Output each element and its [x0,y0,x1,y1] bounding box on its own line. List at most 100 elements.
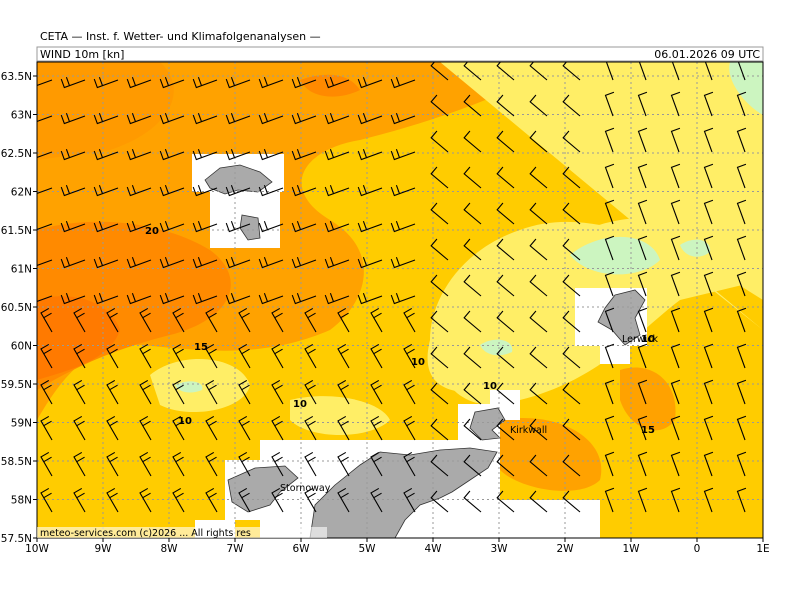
contour-label: 10 [483,381,497,392]
wind-barb [238,379,251,405]
subheader-box [36,46,764,62]
wind-barb [529,238,548,261]
wind-barb [670,307,681,333]
wind-barb [159,112,185,125]
lat-label: 59.5N [1,379,32,391]
wind-barb [225,76,251,89]
wind-barb [496,94,515,117]
wind-barb [337,415,350,441]
lat-label: 58N [11,495,32,507]
wind-barb [736,343,747,369]
wind-barb [562,454,581,477]
wind-barb [430,238,449,261]
lat-label: 63.5N [1,71,32,83]
wind-barb [370,343,383,369]
wind-barb [390,292,416,305]
wind-barb [736,487,747,513]
wind-barb [637,451,648,477]
wind-barb [604,451,615,477]
wind-barb [126,292,152,305]
wind-barb [159,184,185,197]
header-title: CETA — Inst. f. Wetter- und Klimafolgena… [40,30,321,43]
lon-label: 1W [622,543,640,555]
wind-barb [463,274,482,297]
wind-barb [258,76,284,89]
lat-label: 59N [11,418,32,430]
wind-barb [60,76,86,89]
wind-barb [139,451,152,477]
wind-barb [430,130,449,153]
place-label: Kirkwall [510,425,547,436]
wind-barb [159,148,185,161]
wind-barb [430,382,449,405]
wind-barb [496,454,515,477]
wind-barb [291,292,317,305]
wind-barb [604,163,615,189]
map-frame [36,61,764,539]
wind-barb [604,91,615,117]
lon-label: 4W [424,543,442,555]
lat-label: 61N [11,264,32,276]
wind-barb [370,415,383,441]
wind-barb [703,271,714,297]
wind-barb [37,187,53,195]
wind-barb [463,166,482,189]
wind-barb [496,130,515,153]
wind-barb [562,130,581,153]
wind-barb [60,220,86,233]
wind-barb [192,112,218,125]
wind-barb [60,184,86,197]
wind-barb [93,292,119,305]
wind-barb [703,127,714,153]
wind-barb [670,235,681,261]
wind-barb [192,220,218,233]
wind-barb [430,62,449,81]
wind-barb [604,487,615,513]
wind-barb [93,76,119,89]
wind-barb [304,487,317,513]
wind-barb [126,256,152,269]
wind-barb [637,235,648,261]
wind-fill [37,62,174,160]
wind-barbs [37,62,747,513]
wind-barb [637,379,648,405]
wind-barb [637,343,648,369]
lon-label: 0 [694,543,701,555]
wind-barb [736,235,747,261]
wind-barb [670,451,681,477]
wind-barb [93,256,119,269]
lat-label: 62.5N [1,148,32,160]
wind-fill [480,339,513,356]
wind-barb [238,307,251,333]
wind-barb [562,62,581,81]
wind-barb [529,310,548,333]
wind-barb [225,148,251,161]
lon-label: 8W [160,543,178,555]
wind-barb [106,487,119,513]
wind-barb [225,112,251,125]
wind-barb [390,184,416,197]
wind-barb [463,202,482,225]
wind-barb [637,199,648,225]
wind-barb [73,451,86,477]
wind-barb [430,346,449,369]
wind-barb [463,238,482,261]
wind-barb [271,451,284,477]
wind-barb [357,220,383,233]
wind-barb [430,490,449,513]
lon-label: 10W [25,543,49,555]
wind-barb [337,343,350,369]
wind-barb [703,487,714,513]
wind-barb [139,307,152,333]
wind-barb [430,418,449,441]
wind-barb [736,127,747,153]
wind-fill [427,62,763,393]
wind-barb [463,62,482,81]
wind-barb [192,292,218,305]
wind-fill [680,239,711,257]
wind-barb [40,415,53,441]
wind-barb [357,76,383,89]
wind-barb [271,415,284,441]
wind-barb [225,184,251,197]
